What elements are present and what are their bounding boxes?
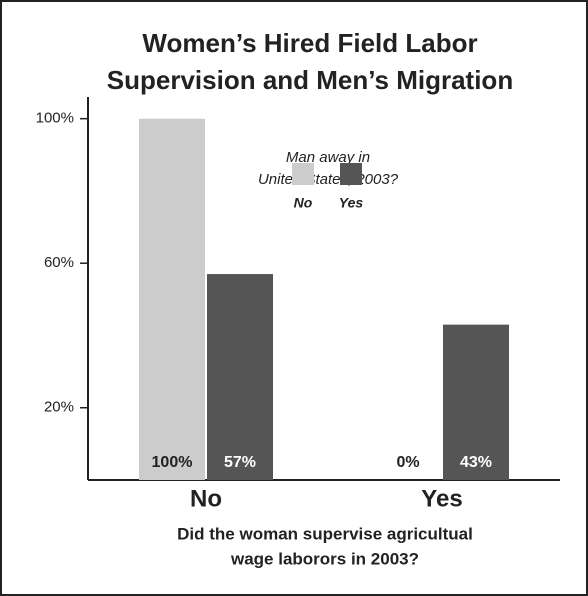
value-label: 100% <box>152 454 193 471</box>
x-tick-label: No <box>190 485 222 512</box>
y-tick-label: 100% <box>36 110 74 127</box>
x-axis-label: wage laborors in 2003? <box>230 549 419 568</box>
legend-swatch <box>340 163 362 185</box>
legend-title: Man away in <box>286 149 370 166</box>
value-label: 0% <box>396 454 419 471</box>
y-tick-label: 60% <box>44 254 74 271</box>
bar <box>443 324 509 480</box>
x-axis-label: Did the woman supervise agricultual <box>177 524 473 543</box>
bar <box>139 118 205 480</box>
y-tick-label: 20% <box>44 399 74 416</box>
legend-swatch <box>292 163 314 185</box>
legend-title: United States, 2003? <box>258 171 399 188</box>
legend-label: Yes <box>339 195 364 211</box>
value-label: 43% <box>460 454 492 471</box>
chart-title: Women’s Hired Field Labor <box>142 28 477 58</box>
value-label: 57% <box>224 454 256 471</box>
bar <box>207 274 273 480</box>
chart-title: Supervision and Men’s Migration <box>107 65 513 95</box>
x-tick-label: Yes <box>421 485 462 512</box>
legend-label: No <box>294 195 313 211</box>
